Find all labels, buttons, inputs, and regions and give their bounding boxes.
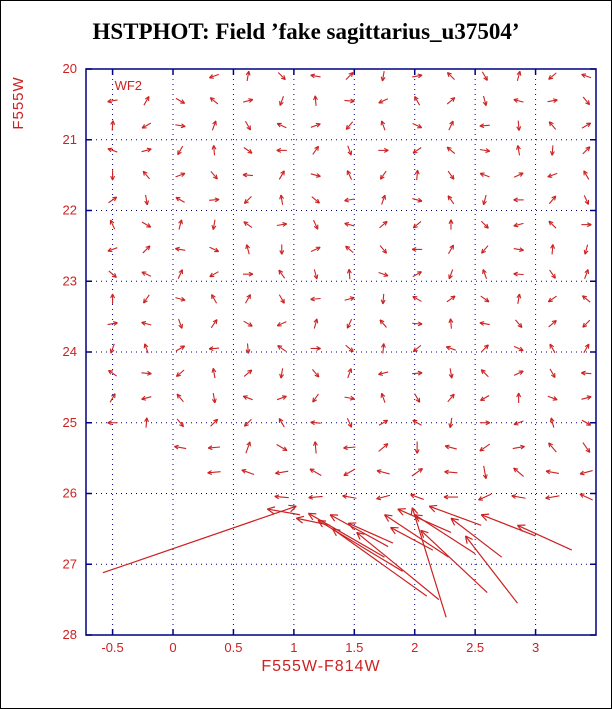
svg-text:24: 24 bbox=[63, 344, 77, 359]
svg-text:21: 21 bbox=[63, 132, 77, 147]
svg-text:28: 28 bbox=[63, 627, 77, 642]
svg-text:0: 0 bbox=[169, 640, 176, 655]
svg-text:0.5: 0.5 bbox=[224, 640, 242, 655]
svg-text:2.5: 2.5 bbox=[466, 640, 484, 655]
svg-text:22: 22 bbox=[63, 203, 77, 218]
svg-text:27: 27 bbox=[63, 556, 77, 571]
svg-text:25: 25 bbox=[63, 415, 77, 430]
svg-text:1.5: 1.5 bbox=[345, 640, 363, 655]
svg-text:3: 3 bbox=[532, 640, 539, 655]
svg-text:1: 1 bbox=[290, 640, 297, 655]
svg-text:WF2: WF2 bbox=[115, 78, 142, 93]
page-title: HSTPHOT: Field ’fake sagittarius_u37504’ bbox=[92, 19, 520, 44]
svg-text:-0.5: -0.5 bbox=[101, 640, 123, 655]
svg-text:2: 2 bbox=[411, 640, 418, 655]
svg-text:20: 20 bbox=[63, 61, 77, 76]
svg-text:23: 23 bbox=[63, 273, 77, 288]
svg-text:F555W-F814W: F555W-F814W bbox=[261, 658, 380, 675]
svg-text:26: 26 bbox=[63, 486, 77, 501]
svg-text:F555W: F555W bbox=[10, 76, 27, 129]
